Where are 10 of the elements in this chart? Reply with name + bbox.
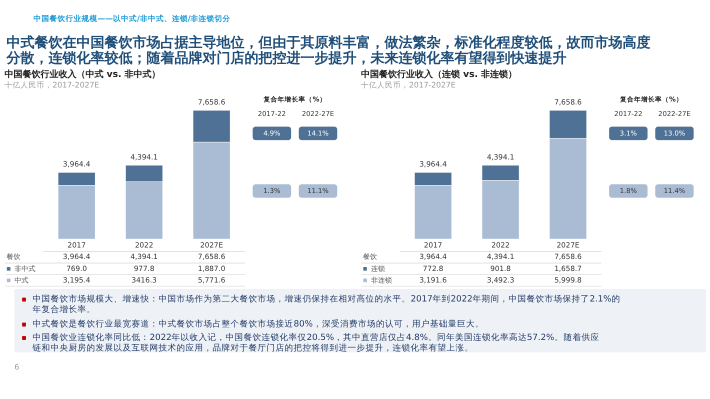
chart-subtitle: 十亿人民币，2017-2027E xyxy=(360,80,456,90)
text: 中国餐饮行业规模——以中式/非中式、连锁/非连锁切分 xyxy=(34,14,232,23)
text: 6 xyxy=(14,362,20,372)
text: 中国餐饮市场规模大、增速快：中国市场作为第二大餐饮市场，增速仍保持在相对高位的水平。2017年到2022年期间，中国餐饮市场保持了2.1%的年复合增长率。 xyxy=(32,294,620,316)
chart-subtitle: 十亿人民币，2017-2027E xyxy=(4,80,100,90)
chart-title: 中国餐饮行业收入（中式 vs. 非中式） xyxy=(4,69,161,80)
text: 中式餐饮是餐饮行业最宽赛道：中式餐饮市场占整个餐饮市场接近80%，深受消费市场的认可，用户基础量巨大。 xyxy=(32,318,484,330)
text: 中国餐饮业连锁化率同比低：2022年以收入记，中国餐饮连锁化率仅20.5%，其中直营店仅占4.8%。同年美国连锁化率高达57.2%。随着供应链和中央厨房的发展以及互联网技术的应用，品牌对于餐厅门店的把控将得到进一步提升，连锁化率有望上涨。 xyxy=(32,332,600,354)
chart-title: 中国餐饮行业收入（连锁 vs. 非连锁） xyxy=(360,69,518,80)
text: 中式餐饮在中国餐饮市场占据主导地位，但由于其原料丰富，做法繁杂，标准化程度较低，故而市场高度分散，连锁化率较低；随着品牌对门店的把控进一步提升，未来连锁化率有望得到快速提升 xyxy=(6,34,651,67)
